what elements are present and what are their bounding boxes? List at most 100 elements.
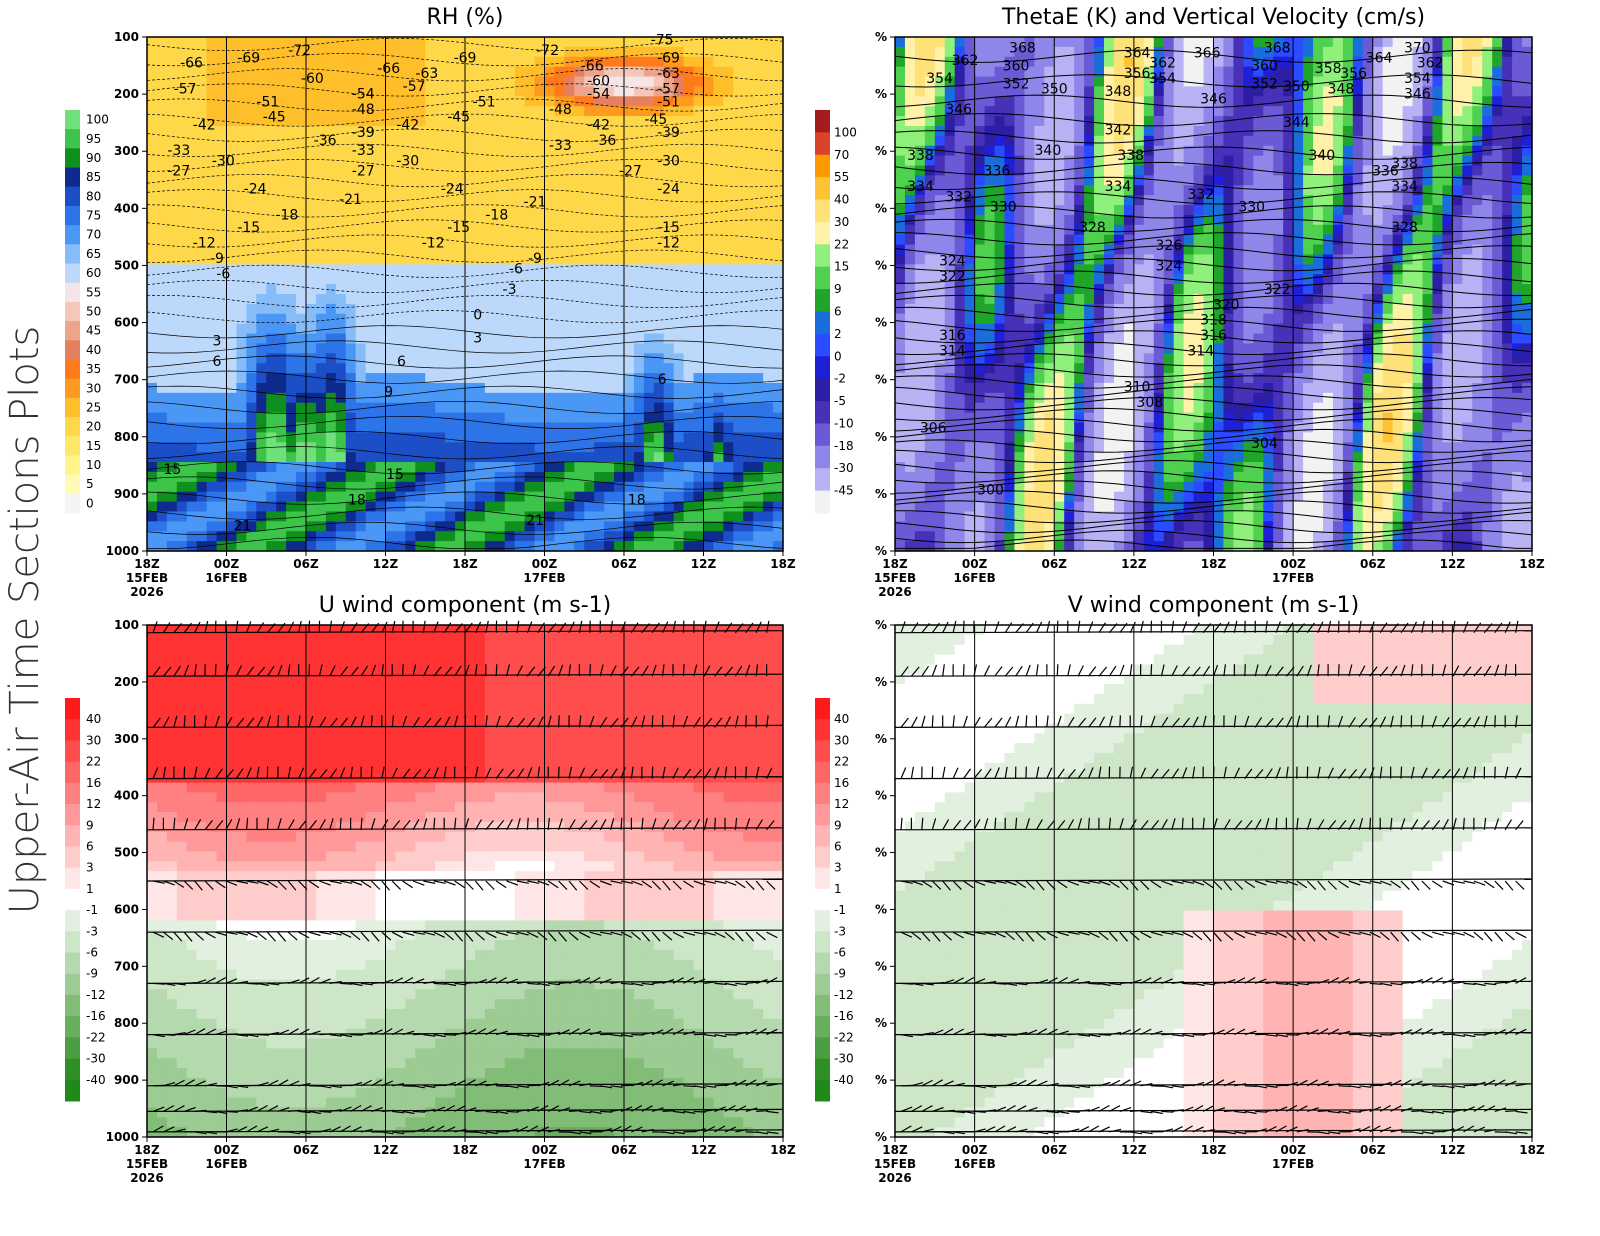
field-cell: [286, 501, 297, 513]
field-cell: [156, 106, 168, 117]
contour-line: [146, 68, 784, 82]
field-cell: [633, 303, 645, 315]
field-cell: [663, 402, 675, 414]
field-cell: [554, 56, 565, 68]
field-cell: [415, 353, 426, 364]
field-cell: [385, 254, 397, 265]
field-cell: [584, 481, 595, 493]
field-cell: [494, 343, 506, 354]
field-cell: [1074, 76, 1085, 88]
field-cell: [425, 541, 436, 552]
field-cell: [693, 195, 705, 206]
field-cell: [216, 244, 228, 256]
field-cell: [944, 145, 956, 157]
field-cell: [1104, 432, 1115, 443]
field-cell: [266, 205, 277, 216]
field-cell: [1143, 116, 1155, 127]
field-cell: [1123, 185, 1135, 196]
field-cell: [256, 244, 267, 256]
field-cell: [335, 66, 347, 78]
field-cell: [1104, 96, 1115, 107]
field-cell: [474, 481, 486, 493]
field-cell: [673, 106, 685, 117]
field-cell: [564, 274, 575, 285]
field-cell: [445, 86, 456, 97]
field-cell: [156, 402, 168, 414]
field-cell: [1054, 66, 1065, 78]
field-cell: [924, 462, 936, 473]
contour-label: 15: [164, 462, 182, 478]
field-cell: [474, 234, 486, 246]
field-cell: [435, 402, 446, 414]
field-cell: [1143, 432, 1155, 443]
field-cell: [693, 521, 705, 532]
field-cell: [924, 442, 936, 453]
field-cell: [1133, 96, 1145, 107]
field-cell: [355, 402, 367, 414]
field-cell: [994, 531, 1006, 542]
field-cell: [276, 56, 287, 68]
field-cell: [455, 323, 466, 335]
field-cell: [914, 37, 926, 48]
field-cell: [474, 442, 486, 453]
field-cell: [994, 205, 1006, 216]
colorbar-swatch: [65, 321, 80, 341]
field-cell: [1004, 422, 1016, 433]
field-cell: [944, 462, 956, 473]
field-cell: [544, 116, 556, 127]
field-cell: [226, 363, 238, 374]
field-cell: [544, 333, 556, 345]
field-cell: [544, 353, 556, 364]
field-cell: [904, 106, 916, 117]
field-cell: [385, 491, 397, 503]
panel-theta: ThetaE (K) and Vertical Velocity (cm/s)3…: [815, 5, 1545, 599]
field-cell: [315, 155, 327, 167]
field-cell: [256, 521, 267, 532]
field-cell: [206, 353, 218, 364]
field-cell: [974, 145, 986, 157]
field-cell: [673, 185, 685, 196]
field-cell: [216, 145, 228, 157]
field-cell: [1054, 145, 1065, 157]
field-cell: [216, 46, 228, 58]
field-cell: [375, 402, 387, 414]
field-cell: [296, 214, 307, 226]
field-cell: [236, 442, 247, 453]
field-cell: [236, 284, 247, 295]
field-cell: [156, 392, 168, 404]
field-cell: [904, 205, 916, 216]
field-cell: [514, 452, 526, 463]
field-cell: [1133, 462, 1145, 473]
field-cell: [1004, 37, 1016, 48]
field-cell: [196, 125, 208, 137]
field-cell: [643, 412, 655, 424]
field-cell: [465, 125, 476, 137]
field-cell: [1104, 501, 1115, 513]
field-cell: [924, 37, 936, 48]
contour-label: -39: [657, 125, 680, 141]
field-cell: [753, 46, 764, 58]
field-cell: [914, 432, 926, 443]
field-cell: [1074, 234, 1085, 246]
contour-label: -48: [549, 102, 572, 118]
field-cell: [147, 135, 158, 147]
field-cell: [763, 442, 774, 453]
field-cell: [904, 432, 916, 443]
field-cell: [964, 412, 976, 424]
field-cell: [753, 511, 764, 522]
field-cell: [1074, 135, 1085, 147]
field-cell: [455, 116, 466, 127]
field-cell: [1064, 37, 1075, 48]
field-cell: [624, 323, 635, 335]
field-cell: [624, 254, 635, 265]
field-cell: [924, 501, 936, 513]
field-cell: [954, 402, 966, 414]
field-cell: [474, 432, 486, 443]
field-cell: [365, 46, 377, 58]
field-cell: [1054, 264, 1065, 275]
field-cell: [315, 531, 327, 542]
colorbar-swatch: [65, 436, 80, 456]
field-cell: [773, 462, 784, 473]
field-cell: [286, 452, 297, 463]
field-cell: [693, 274, 705, 285]
